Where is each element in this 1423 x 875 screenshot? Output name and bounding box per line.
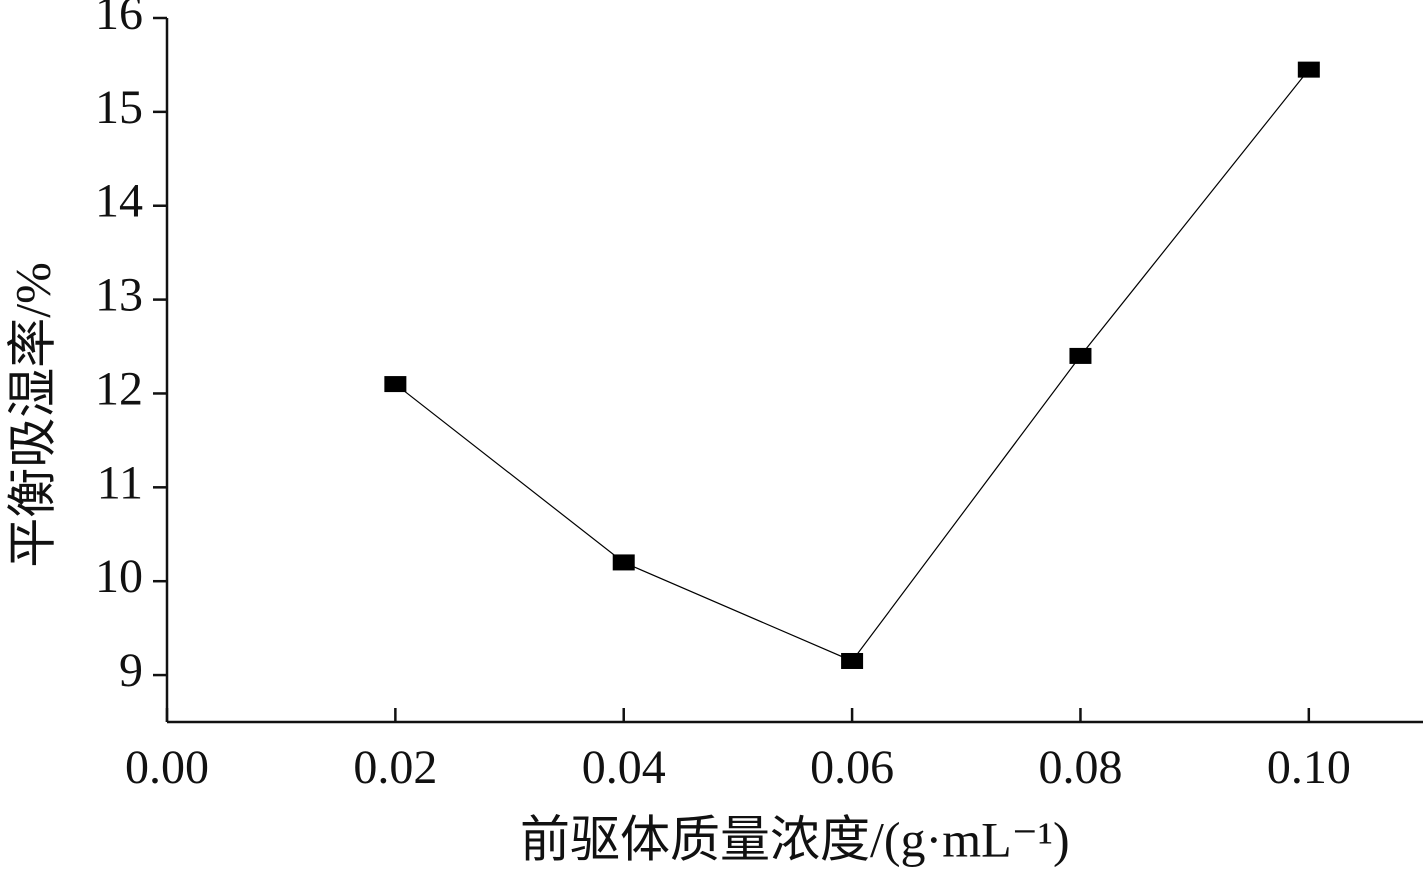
y-tick-label: 12	[95, 362, 143, 415]
x-tick-label: 0.10	[1267, 741, 1351, 794]
x-tick-label: 0.08	[1038, 741, 1122, 794]
y-tick-label: 9	[119, 644, 143, 697]
y-tick-label: 13	[95, 269, 143, 322]
marker	[612, 554, 635, 571]
y-tick-label: 16	[95, 0, 143, 40]
y-axis-label: 平衡吸湿率/%	[4, 262, 60, 568]
marker	[1297, 61, 1320, 78]
y-tick-label: 15	[95, 81, 143, 134]
x-tick-label: 0.02	[353, 741, 437, 794]
y-tick-label: 14	[95, 175, 143, 228]
x-tick-label: 0.06	[810, 741, 894, 794]
marker	[841, 652, 864, 669]
x-axis-label: 前驱体质量浓度/(g·mL⁻¹)	[520, 811, 1070, 867]
y-tick-label: 10	[95, 550, 143, 603]
x-tick-label: 0.04	[582, 741, 666, 794]
marker	[384, 376, 407, 393]
marker	[1069, 347, 1092, 364]
x-tick-label: 0.00	[125, 741, 209, 794]
y-tick-label: 11	[97, 456, 143, 509]
line	[394, 69, 1310, 662]
